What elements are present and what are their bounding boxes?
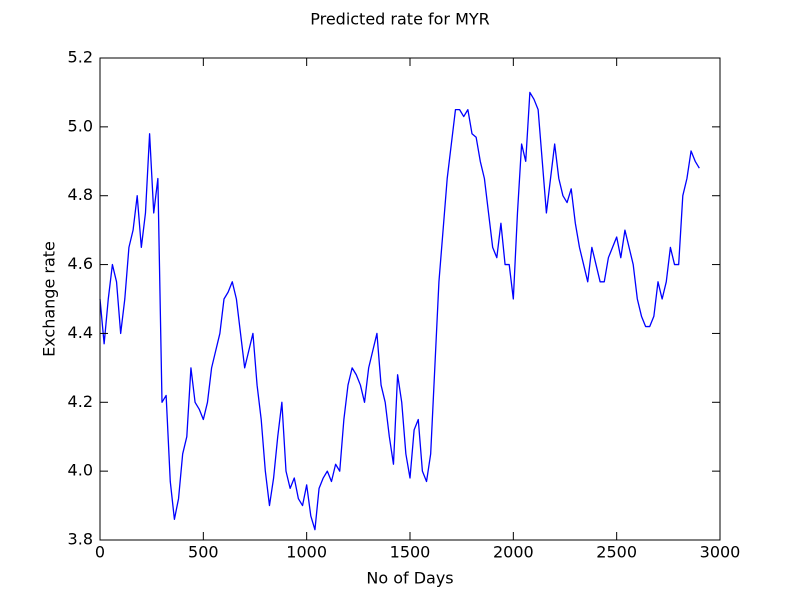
y-tick-label: 4.8 (68, 185, 93, 204)
x-tick-label: 1500 (390, 543, 431, 562)
y-tick-label: 5.0 (68, 116, 93, 135)
chart-title: Predicted rate for MYR (310, 10, 490, 29)
x-tick-label: 0 (95, 543, 105, 562)
x-tick-label: 1000 (286, 543, 327, 562)
x-tick-label: 500 (188, 543, 219, 562)
data-line (99, 91, 700, 531)
x-tick-label: 2000 (493, 543, 534, 562)
x-axis-label: No of Days (366, 569, 453, 588)
y-tick-label: 4.2 (68, 392, 93, 411)
y-tick-label: 4.0 (68, 461, 93, 480)
y-tick-label: 3.8 (68, 530, 93, 549)
x-tick-label: 2500 (596, 543, 637, 562)
y-axis-label: Exchange rate (40, 241, 59, 357)
y-tick-label: 4.6 (68, 254, 93, 273)
y-tick-label: 5.2 (68, 48, 93, 67)
y-tick-label: 4.4 (68, 323, 93, 342)
x-tick-label: 3000 (700, 543, 741, 562)
